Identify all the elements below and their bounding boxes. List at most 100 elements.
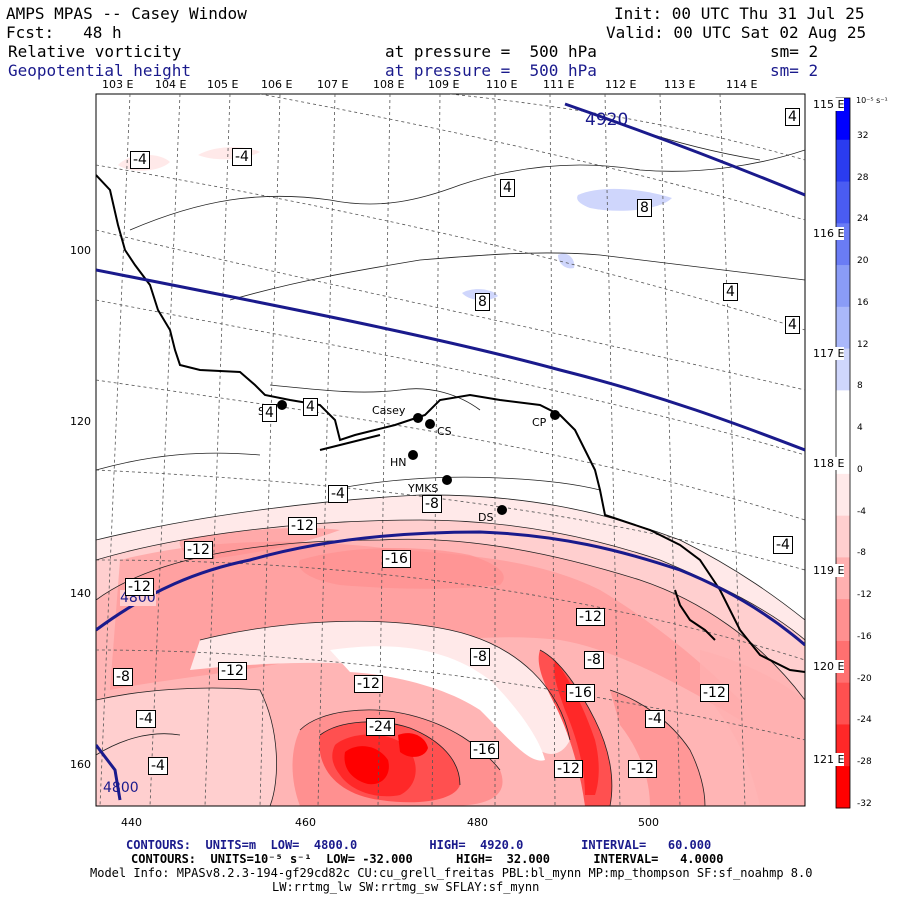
vorticity-contour-label: -4 (232, 148, 252, 166)
footer-model-info: Model Info: MPASv8.2.3-194-gf29cd82c CU:… (90, 866, 813, 880)
vorticity-contour-label: -12 (554, 760, 583, 778)
longitude-label-top: 107 E (317, 78, 349, 91)
vorticity-contour-label: -12 (184, 541, 213, 559)
colorbar-swatch (836, 306, 850, 350)
longitude-label-right: 119 E (813, 564, 845, 577)
colorbar-tick-label: -4 (857, 506, 866, 517)
station-dot-hn (408, 450, 418, 460)
colorbar-tick-label: 8 (857, 381, 863, 392)
station-dot-sh (277, 400, 287, 410)
station-label-cp: CP (532, 416, 547, 429)
station-label-ymks: YMKS (408, 482, 439, 495)
station-dot-cs (425, 419, 435, 429)
colorbar (836, 98, 850, 809)
x-label-440: 440 (121, 816, 142, 829)
vorticity-contour-label: 4 (785, 108, 800, 126)
vorticity-contour-label: -4 (130, 151, 150, 169)
colorbar-tick-label: 28 (857, 172, 869, 183)
footer-height-contours: CONTOURS: UNITS=m LOW= 4800.0 HIGH= 4920… (126, 838, 712, 852)
colorbar-swatch (836, 515, 850, 558)
footer-vorticity-contours: CONTOURS: UNITS=10⁻⁵ s⁻¹ LOW= -32.000 HI… (131, 852, 724, 866)
forecast-hour: Fcst: 48 h (6, 23, 122, 42)
colorbar-tick-label: -20 (857, 673, 872, 684)
colorbar-swatch (836, 139, 850, 183)
station-label-ds: DS (478, 511, 494, 524)
colorbar-tick-label: -8 (857, 548, 866, 559)
station-label-hn: HN (390, 456, 407, 469)
longitude-label-right: 115 E (813, 98, 845, 111)
colorbar-tick-label: 32 (857, 130, 869, 141)
vorticity-contour-label: -4 (773, 536, 793, 554)
vorticity-contour-label: 8 (475, 293, 490, 311)
vorticity-contour-label: -16 (382, 550, 411, 568)
y-label-120: 120 (70, 415, 91, 428)
vorticity-contour-label: -4 (328, 485, 348, 503)
vorticity-contour-label: 4 (303, 398, 318, 416)
colorbar-swatch (836, 181, 850, 224)
field1-level: at pressure = 500 hPa (385, 42, 597, 61)
vorticity-contour-label: -8 (584, 651, 604, 669)
field2-level: at pressure = 500 hPa (385, 61, 597, 80)
longitude-label-top: 111 E (543, 78, 575, 91)
longitude-label-right: 120 E (813, 660, 845, 673)
longitude-label-right: 118 E (813, 457, 845, 470)
height-contours (96, 102, 805, 801)
station-markers (277, 400, 560, 515)
x-label-460: 460 (295, 816, 316, 829)
station-dot-ds (497, 505, 507, 515)
longitude-label-top: 110 E (486, 78, 518, 91)
station-label-cs: CS (437, 425, 452, 438)
colorbar-swatch (836, 599, 850, 642)
vorticity-contour-label: 4 (262, 404, 277, 422)
longitude-label-right: 121 E (813, 753, 845, 766)
colorbar-tick-label: 0 (857, 464, 863, 475)
longitude-label-top: 108 E (373, 78, 405, 91)
vorticity-contour-label: 4 (785, 316, 800, 334)
y-label-140: 140 (70, 587, 91, 600)
colorbar-swatch (836, 473, 850, 517)
footer-model-info-2: LW:rrtmg_lw SW:rrtmg_sw SFLAY:sf_mynn (272, 880, 540, 894)
colorbar-tick-label: -32 (857, 799, 872, 809)
field1-smoothing: sm= 2 (770, 42, 819, 61)
vorticity-contour-label: -8 (422, 495, 442, 513)
colorbar-tick-label: -28 (857, 757, 872, 768)
valid-time: Valid: 00 UTC Sat 02 Aug 25 (606, 23, 867, 42)
longitude-label-top: 103 E (102, 78, 134, 91)
longitude-label-top: 105 E (207, 78, 239, 91)
longitude-label-top: 104 E (155, 78, 187, 91)
longitude-label-right: 117 E (813, 347, 845, 360)
field2-name: Geopotential height (8, 61, 192, 80)
vorticity-contour-label: 8 (637, 199, 652, 217)
longitude-label-top: 109 E (428, 78, 460, 91)
vorticity-contour-label: -12 (125, 578, 154, 596)
y-label-160: 160 (70, 758, 91, 771)
vorticity-contour-label: -12 (576, 608, 605, 626)
vorticity-contour-label: -12 (288, 517, 317, 535)
station-dot-ymks (442, 475, 452, 485)
plot-title: AMPS MPAS -- Casey Window (6, 4, 247, 23)
vorticity-contour-label: -4 (148, 757, 168, 775)
colorbar-tick-label: 24 (857, 214, 869, 225)
colorbar-unit: 10⁻⁵ s⁻¹ (856, 96, 888, 105)
coastline (96, 174, 805, 673)
x-label-500: 500 (638, 816, 659, 829)
colorbar-tick-label: 12 (857, 339, 869, 350)
vorticity-contour-label: -12 (628, 760, 657, 778)
field2-smoothing: sm= 2 (770, 61, 819, 80)
vorticity-contour-label: -12 (700, 684, 729, 702)
colorbar-tick-label: -12 (857, 590, 872, 601)
vorticity-contour-label: -16 (470, 741, 499, 759)
height-label-4800-low: 4800 (103, 780, 139, 796)
longitude-label-right: 116 E (813, 227, 845, 240)
colorbar-swatch (836, 766, 850, 809)
colorbar-tick-label: 4 (857, 423, 863, 434)
colorbar-tick-label: 16 (857, 297, 869, 308)
x-label-480: 480 (467, 816, 488, 829)
vorticity-contour-label: -8 (470, 648, 490, 666)
vorticity-contour-label: -12 (354, 675, 383, 693)
y-label-100: 100 (70, 244, 91, 257)
height-label-4920: 4920 (585, 110, 629, 130)
longitude-label-top: 114 E (726, 78, 758, 91)
station-dot-casey (413, 413, 423, 423)
